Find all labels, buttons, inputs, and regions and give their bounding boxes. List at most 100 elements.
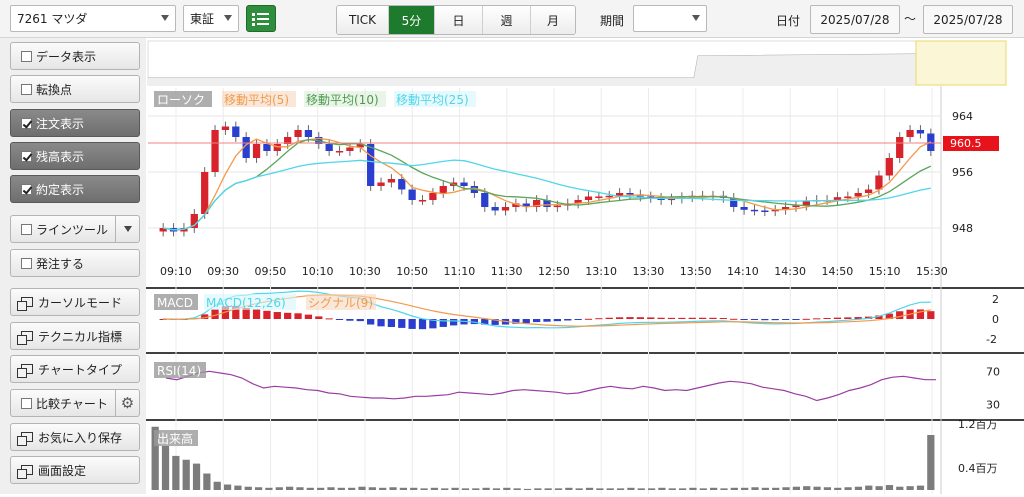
period-select[interactable]	[633, 5, 707, 32]
sidebar-item-label: 比較チャート	[36, 396, 108, 411]
volume-bar	[161, 446, 170, 490]
candle-body	[532, 200, 541, 207]
time-tick-label: 09:50	[255, 265, 287, 278]
macd-tick-label: 2	[992, 293, 999, 306]
market-select[interactable]: 東証	[183, 5, 239, 32]
stock-chart[interactable]: 964 956 948 09:10 09:30 09:50 10:10 10:30 10:50…	[146, 38, 1024, 494]
macd-histogram-bar	[429, 319, 437, 329]
legend-macd-params: MACD(12,26)	[206, 296, 286, 310]
toolbar: 7261 マツダ 東証 TICK 5分 日 週 月 期間 日付 2025/07/…	[0, 0, 1024, 38]
volume-bar	[358, 486, 366, 490]
volume-bar	[275, 487, 283, 490]
macd-histogram-bar	[543, 319, 551, 322]
candles	[159, 121, 935, 237]
volume-bar	[554, 488, 563, 490]
rsi-tick-label: 30	[986, 399, 1000, 412]
candle-body	[201, 172, 209, 214]
technical-indicator-button[interactable]: テクニカル指標	[10, 322, 140, 350]
volume-bar	[875, 486, 883, 490]
price-legend: ローソク 移動平均(5) 移動平均(10) 移動平均(25)	[154, 91, 476, 107]
execution-display-toggle[interactable]: 約定表示	[10, 175, 140, 203]
candle-body	[584, 196, 593, 200]
moving-averages	[163, 137, 932, 231]
symbol-select[interactable]: 7261 マツダ	[10, 5, 176, 32]
place-order-toggle[interactable]: 発注する	[10, 249, 140, 277]
candle-body	[615, 193, 624, 196]
legend-signal: シグナル(9)	[308, 296, 373, 310]
macd-histogram-bar	[387, 319, 396, 327]
chevron-down-icon	[692, 15, 700, 21]
volume-bar	[854, 486, 863, 490]
save-favorite-button[interactable]: お気に入り保存	[10, 423, 140, 451]
volume-bar	[751, 487, 759, 490]
tab-tick[interactable]: TICK	[337, 6, 389, 34]
macd-histogram-bar	[532, 319, 541, 323]
macd-tick-label: 0	[992, 313, 999, 326]
cursor-mode-button[interactable]: カーソルモード	[10, 288, 140, 316]
volume-bar	[782, 487, 790, 490]
line-tool-toggle[interactable]: ラインツール	[10, 215, 140, 243]
sidebar-item-label: お気に入り保存	[38, 430, 123, 445]
line-tool-dropdown-button[interactable]	[115, 216, 139, 242]
macd-histogram-bar	[678, 317, 686, 319]
volume-bar	[865, 485, 873, 490]
volume-bar	[823, 487, 832, 490]
candle-body	[740, 207, 748, 210]
order-display-toggle[interactable]: 注文表示	[10, 109, 140, 137]
tab-5min[interactable]: 5分	[389, 6, 435, 34]
time-tick-label: 10:50	[396, 265, 428, 278]
rsi-line	[165, 370, 936, 402]
price-tick-label: 948	[952, 222, 973, 235]
position-display-toggle[interactable]: 残高表示	[10, 142, 140, 170]
tab-week[interactable]: 週	[483, 6, 531, 34]
chart-area[interactable]: 964 956 948 09:10 09:30 09:50 10:10 10:30 10:50…	[146, 38, 1024, 494]
legend-ma10: 移動平均(10)	[306, 93, 379, 107]
candle-body	[377, 182, 385, 186]
market-label: 東証	[190, 12, 215, 26]
screen-settings-button[interactable]: 画面設定	[10, 456, 140, 484]
candle-body	[356, 144, 364, 148]
list-menu-button[interactable]	[246, 5, 276, 32]
date-to-input[interactable]: 2025/07/28	[923, 5, 1013, 34]
data-display-toggle[interactable]: データ表示	[10, 42, 140, 70]
legend-ma25: 移動平均(25)	[396, 93, 469, 107]
volume-bar	[916, 485, 925, 490]
date-from-input[interactable]: 2025/07/28	[810, 5, 900, 34]
candle-body	[335, 151, 344, 153]
compare-chart-toggle[interactable]: 比較チャート ⚙	[10, 389, 140, 417]
time-tick-label: 13:50	[680, 265, 712, 278]
macd-histogram-bar	[698, 317, 707, 319]
candle-body	[916, 130, 925, 134]
tab-day[interactable]: 日	[435, 6, 483, 34]
window-icon	[17, 465, 33, 479]
macd-histogram-bar	[636, 317, 644, 319]
volume-bar	[265, 487, 273, 490]
volume-bar	[503, 487, 511, 490]
volume-bar	[544, 488, 552, 490]
macd-histogram-bar	[304, 314, 313, 319]
volume-legend: 出来高	[154, 430, 198, 446]
overview-range-selector[interactable]	[915, 40, 1007, 86]
candle-body	[854, 193, 862, 197]
chart-type-button[interactable]: チャートタイプ	[10, 355, 140, 383]
volume-bar	[596, 488, 604, 490]
macd-histogram-bar	[896, 311, 904, 319]
candle-body	[543, 200, 551, 207]
list-icon	[252, 13, 255, 16]
macd-histogram-bar	[346, 319, 354, 321]
gear-icon[interactable]: ⚙	[115, 390, 139, 416]
volume-bar	[710, 487, 718, 490]
candle-body	[190, 214, 198, 228]
checkbox-checked-icon	[21, 183, 32, 195]
volume-bar	[658, 487, 666, 490]
price-tick-label: 964	[952, 110, 973, 123]
macd-histogram-bar	[398, 319, 406, 328]
turning-point-toggle[interactable]: 転換点	[10, 75, 140, 103]
macd-histogram-bar	[408, 319, 416, 329]
time-tick-label: 14:30	[774, 265, 806, 278]
tab-month[interactable]: 月	[531, 6, 575, 34]
volume-bar	[844, 487, 852, 490]
candle-body	[252, 144, 261, 158]
symbol-label: 7261 マツダ	[17, 12, 88, 26]
volume-bar	[513, 488, 521, 490]
